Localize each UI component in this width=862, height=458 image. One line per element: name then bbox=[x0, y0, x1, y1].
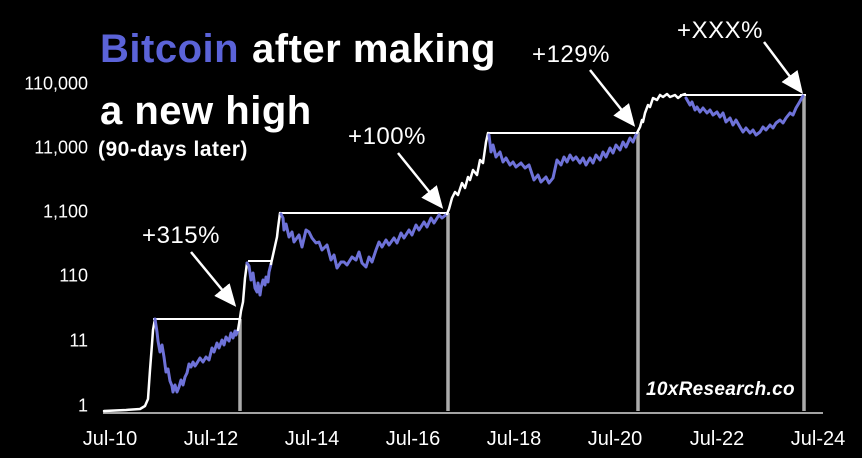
y-tick-label: 110 bbox=[59, 265, 88, 286]
y-tick-label: 1,100 bbox=[42, 201, 88, 222]
price-path-segment-purple bbox=[245, 261, 273, 297]
x-tick-label: Jul-10 bbox=[82, 428, 138, 450]
y-tick-label: 1 bbox=[77, 395, 88, 416]
price-path-segment-white bbox=[269, 211, 282, 266]
y-tick-label: 110,000 bbox=[24, 73, 88, 94]
annotation-label: +315% bbox=[142, 222, 220, 249]
price-path-segment-white bbox=[102, 317, 157, 413]
annotation-arrow-2 bbox=[397, 152, 444, 209]
y-tick-label: 11,000 bbox=[34, 137, 88, 158]
x-tick-label: Jul-12 bbox=[183, 428, 239, 450]
price-path-segment-purple bbox=[153, 317, 240, 394]
price-path-segment-white bbox=[635, 92, 687, 135]
x-tick-label: Jul-24 bbox=[790, 428, 846, 450]
annotation-label: +100% bbox=[348, 123, 426, 150]
price-path-segment-purple bbox=[684, 94, 805, 137]
price-path-segment-white bbox=[236, 261, 249, 332]
annotation-label: +129% bbox=[532, 41, 610, 68]
page-subtitle: (90-days later) bbox=[98, 138, 248, 161]
page-title: Bitcoin after making bbox=[100, 18, 496, 80]
x-tick-label: Jul-14 bbox=[284, 428, 340, 450]
x-tick-label: Jul-16 bbox=[385, 428, 441, 450]
price-path-segment-white bbox=[445, 131, 490, 216]
page-title-line2: a new high bbox=[100, 89, 312, 133]
title-brand-word: Bitcoin bbox=[100, 27, 240, 71]
x-tick-label: Jul-20 bbox=[587, 428, 643, 450]
price-path-segment-purple bbox=[487, 131, 639, 185]
x-tick-label: Jul-22 bbox=[689, 428, 745, 450]
annotation-arrow-4 bbox=[763, 41, 803, 94]
y-tick-label: 11 bbox=[69, 330, 88, 351]
annotation-arrow-1 bbox=[190, 251, 237, 307]
x-tick-label: Jul-18 bbox=[486, 428, 542, 450]
watermark: 10xResearch.co bbox=[646, 379, 795, 400]
annotation-arrow-3 bbox=[589, 69, 636, 127]
annotation-label: +XXX% bbox=[677, 17, 763, 44]
price-path-segment-purple bbox=[279, 212, 449, 270]
title-rest: after making bbox=[252, 27, 496, 71]
